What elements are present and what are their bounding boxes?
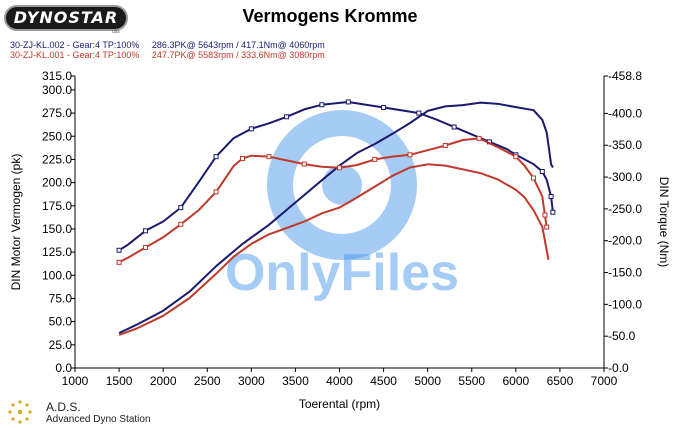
watermark-core xyxy=(322,165,362,205)
series-1-point xyxy=(451,124,457,130)
series-line-1 xyxy=(118,101,554,252)
logo-subtext: uss xyxy=(112,29,120,35)
x-tick-label: 1500 xyxy=(106,374,133,388)
series-3-point xyxy=(544,224,550,230)
series-3-point xyxy=(442,143,448,149)
series-1-point xyxy=(116,247,122,253)
watermark-ring xyxy=(267,110,417,260)
y-right-tick-label: -300.0 xyxy=(608,170,642,184)
x-tick-label: 3000 xyxy=(238,374,265,388)
series-3-point xyxy=(337,165,342,171)
run-2-stats: 247.7PK@ 5583rpm / 333.6Nm@ 3080rpm xyxy=(151,50,325,60)
y-right-tick-label: -100.0 xyxy=(608,297,642,311)
series-line-4 xyxy=(118,163,550,336)
y-right-tick-label: -0.0 xyxy=(608,361,629,375)
chart-title: Vermogens Kromme xyxy=(242,6,418,26)
footer-title: A.D.S. xyxy=(46,400,81,414)
y-left-tick-label: 315.0 xyxy=(42,69,72,83)
series-1-point xyxy=(178,205,184,211)
run-legend-2: 30-ZJ-KL.001 - Gear:4 TP:100% 247.7PK@ 5… xyxy=(10,50,325,60)
series-3-point xyxy=(143,244,149,250)
x-tick-label: 1000 xyxy=(62,374,89,388)
series-3-point xyxy=(178,221,184,227)
y-left-tick-label: 200.0 xyxy=(42,176,72,190)
ads-logo-icon xyxy=(8,400,32,424)
y-left-tick-label: 275.0 xyxy=(42,106,72,120)
series-3-point xyxy=(372,156,378,162)
y-left-tick-label: 100.0 xyxy=(42,268,72,282)
series-1-point xyxy=(539,168,545,174)
y-right-tick-label: -200.0 xyxy=(608,234,642,248)
series-line-2 xyxy=(118,101,554,334)
x-tick-label: 3500 xyxy=(282,374,309,388)
series-3-point xyxy=(407,152,413,158)
y-left-tick-label: 175.0 xyxy=(42,199,72,213)
series-3-point xyxy=(530,175,536,181)
y-left-tick-label: 75.0 xyxy=(49,291,73,305)
watermark-text: OnlyFiles xyxy=(225,244,459,302)
x-tick-label: 4500 xyxy=(370,374,397,388)
series-1-point xyxy=(548,194,554,200)
series-layer xyxy=(116,99,556,336)
series-3-point xyxy=(542,212,548,218)
y-right-tick-label: -400.0 xyxy=(608,106,642,120)
series-3-point xyxy=(213,189,219,195)
y-right-tick-label: -150.0 xyxy=(608,266,642,280)
series-3-point xyxy=(240,156,246,162)
x-axis-title: Toerental (rpm) xyxy=(299,397,380,411)
axis-labels: 1000 1500 2000 2500 3000 3500 4000 4500 5000 5500… xyxy=(9,69,671,411)
series-1-point xyxy=(284,114,290,120)
y-left-tick-label: 0.0 xyxy=(55,361,72,375)
series-3-point xyxy=(476,135,482,141)
run-1-label: 30-ZJ-KL.002 - Gear:4 TP:100% xyxy=(10,40,140,50)
series-3-point xyxy=(301,161,307,167)
y-right-tick-label: -50.0 xyxy=(608,329,636,343)
y-right-tick-label: -458.8 xyxy=(608,69,642,83)
series-1-point xyxy=(248,126,254,132)
y-left-tick-label: 300.0 xyxy=(42,83,72,97)
y-left-axis-title: DIN Motor Vermogen (pk) xyxy=(9,154,23,291)
run-2-label: 30-ZJ-KL.001 - Gear:4 TP:100% xyxy=(10,50,140,60)
y-left-tick-label: 50.0 xyxy=(49,315,73,329)
x-tick-label: 6000 xyxy=(502,374,529,388)
series-1-point xyxy=(381,105,387,111)
footer-subtitle: Advanced Dyno Station xyxy=(46,414,151,425)
series-3-point xyxy=(116,259,122,265)
watermark: OnlyFiles xyxy=(225,110,459,302)
run-legend-1: 30-ZJ-KL.002 - Gear:4 TP:100% 286.3PK@ 5… xyxy=(10,40,325,50)
dynostar-logo: DYNOSTAR xyxy=(4,5,128,31)
series-3-point xyxy=(266,154,272,160)
series-1-point xyxy=(319,102,325,108)
y-left-tick-label: 250.0 xyxy=(42,129,72,143)
y-left-tick-label: 225.0 xyxy=(42,152,72,166)
x-tick-label: 2000 xyxy=(150,374,177,388)
x-tick-label: 2500 xyxy=(194,374,221,388)
series-1-point xyxy=(550,209,556,215)
series-1-point xyxy=(143,228,149,234)
y-left-tick-label: 125.0 xyxy=(42,245,72,259)
y-left-tick-label: 150.0 xyxy=(42,222,72,236)
y-right-tick-label: -350.0 xyxy=(608,138,642,152)
x-tick-label: 6500 xyxy=(547,374,574,388)
series-1-point xyxy=(416,110,422,116)
x-tick-label: 7000 xyxy=(591,374,618,388)
x-tick-label: 5500 xyxy=(458,374,485,388)
chart-axes xyxy=(71,75,608,372)
y-right-axis-title: DIN Torque (Nm) xyxy=(657,177,671,267)
x-tick-label: 5000 xyxy=(414,374,441,388)
series-3-point xyxy=(513,154,519,160)
x-tick-label: 4000 xyxy=(326,374,353,388)
y-right-tick-label: -250.0 xyxy=(608,202,642,216)
series-1-point xyxy=(345,99,351,105)
run-1-stats: 286.3PK@ 5643rpm / 417.1Nm@ 4060rpm xyxy=(151,40,325,50)
series-1-point xyxy=(213,154,219,160)
y-left-tick-label: 25.0 xyxy=(49,338,73,352)
